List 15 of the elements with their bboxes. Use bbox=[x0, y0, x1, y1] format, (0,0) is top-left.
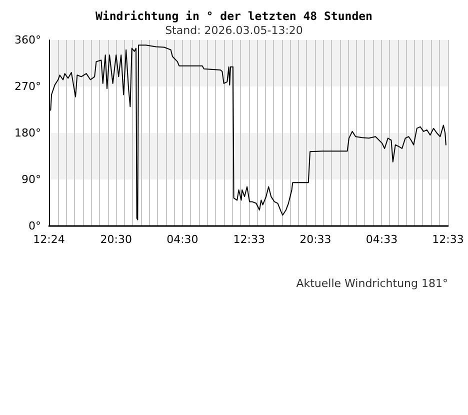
text: Aktuelle Windrichtung 181° bbox=[296, 277, 448, 290]
x-tick-label: 12:33 bbox=[432, 233, 464, 246]
y-tick-label: 90° bbox=[22, 173, 41, 186]
x-tick-label: 12:24 bbox=[33, 233, 65, 246]
x-tick-label: 12:33 bbox=[233, 233, 265, 246]
x-tick-label: 20:30 bbox=[100, 233, 132, 246]
y-tick-label: 360° bbox=[14, 34, 41, 46]
x-tick-label: 04:30 bbox=[166, 233, 198, 246]
y-tick-label: 0° bbox=[28, 220, 41, 232]
chart-title: Windrichtung in ° der letzten 48 Stunden bbox=[96, 9, 373, 23]
y-tick-label: 180° bbox=[14, 126, 41, 140]
y-tick-label: 270° bbox=[14, 80, 41, 93]
x-tick-label: 20:33 bbox=[300, 233, 332, 246]
x-tick-label: 04:33 bbox=[366, 233, 398, 246]
chart-subtitle: Stand: 2026.03.05-13:20 bbox=[165, 24, 303, 37]
